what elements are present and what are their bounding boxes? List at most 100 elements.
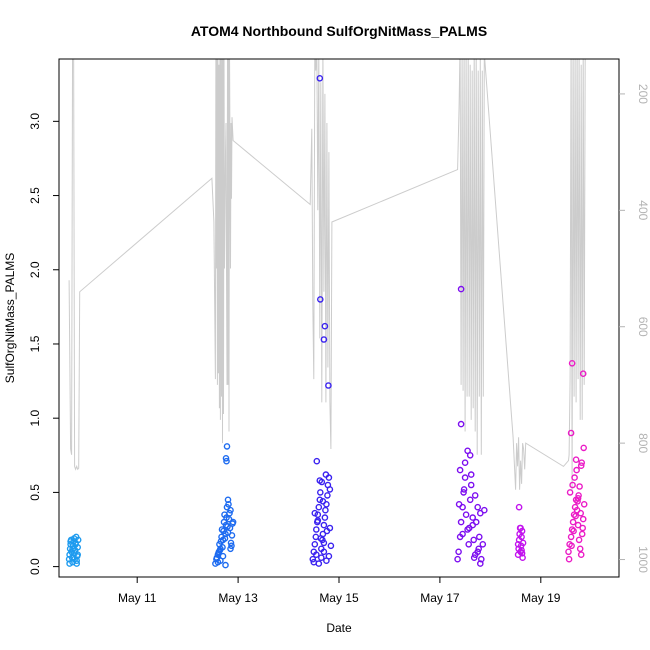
data-point [517,524,524,532]
data-point [565,548,572,556]
data-point [474,503,482,511]
y-tick-label: 0.5 [28,484,42,501]
data-point [567,429,575,437]
data-point [577,462,585,470]
data-point [480,506,488,514]
data-point [460,486,468,493]
pressure-trace-line [68,59,586,490]
data-point [467,481,475,489]
data-point [569,518,577,526]
y2-tick-label: 800 [636,433,650,453]
pressure-trace-layer [68,59,586,490]
data-point [457,420,465,428]
data-point [315,560,323,567]
data-point [518,533,525,541]
data-point [224,523,231,530]
data-point [479,541,487,548]
data-point [316,75,324,82]
data-point [474,548,482,556]
data-point [465,524,473,532]
data-point [320,539,328,547]
data-point [316,489,324,496]
data-point [476,509,484,517]
data-point [72,541,79,548]
data-point [67,538,74,545]
x-tick-label: May 17 [420,591,460,605]
data-point [579,515,587,523]
data-point [456,466,464,474]
data-point [574,521,582,529]
y-tick-label: 1.0 [28,410,42,427]
data-point [312,551,320,559]
y-tick-label: 1.5 [28,335,42,352]
data-point [225,500,232,508]
data-point [74,551,81,559]
data-point [455,548,462,556]
data-point [566,489,574,496]
data-point [460,489,467,496]
data-point [518,550,526,557]
data-point [221,535,229,542]
y-tick-label: 0.0 [28,558,42,575]
series-3 [309,75,335,567]
data-point [518,547,525,554]
data-point [223,457,230,465]
data-point [472,518,480,526]
data-point [571,474,578,481]
data-point [470,536,478,544]
data-point [312,526,320,533]
data-point [222,454,230,462]
y-axis: 0.0 0.5 1.0 1.5 2.0 2.5 3.0 [28,113,59,575]
series-2 [212,443,237,569]
data-point [313,457,321,465]
data-point [572,456,580,464]
data-point [311,541,319,548]
data-point [461,474,469,481]
data-point [471,492,479,499]
x-tick-label: May 15 [319,591,359,605]
data-point [320,336,328,343]
right-pressure-axis: 200 400 600 800 1000 [619,84,650,573]
data-point [73,560,80,567]
y-tick-label: 3.0 [28,113,42,130]
data-point [223,514,230,521]
data-point [465,541,473,548]
y-axis-label: SulfOrgNitMass_PALMS [3,253,17,383]
y2-tick-label: 400 [636,200,650,220]
data-point [574,494,582,502]
data-point [578,459,586,467]
data-point [322,506,329,514]
data-point [578,530,586,538]
data-point [227,539,235,547]
data-point [226,509,233,517]
y2-tick-label: 600 [636,317,650,337]
x-axis-label: Date [326,621,352,635]
y-tick-label: 2.0 [28,261,42,278]
data-point [311,509,319,517]
data-point [319,497,327,505]
data-point [519,554,526,562]
data-point [321,322,329,330]
data-point [316,296,324,303]
data-point [327,542,335,550]
data-point [224,529,232,536]
data-point [580,444,588,452]
data-point [455,500,463,508]
data-point [470,554,478,562]
data-point [464,447,471,455]
data-point [66,560,73,567]
series-4 [454,285,488,567]
data-point [568,542,575,550]
data-point [575,492,582,499]
plot-frame [58,58,620,578]
data-point [577,551,585,559]
data-point [514,541,522,548]
x-tick-label: May 19 [521,591,561,605]
data-point [477,555,485,563]
data-point [325,552,333,560]
data-point [223,443,231,450]
data-point [317,554,325,562]
data-point [461,459,469,467]
data-point [567,533,575,541]
data-point [323,527,331,535]
